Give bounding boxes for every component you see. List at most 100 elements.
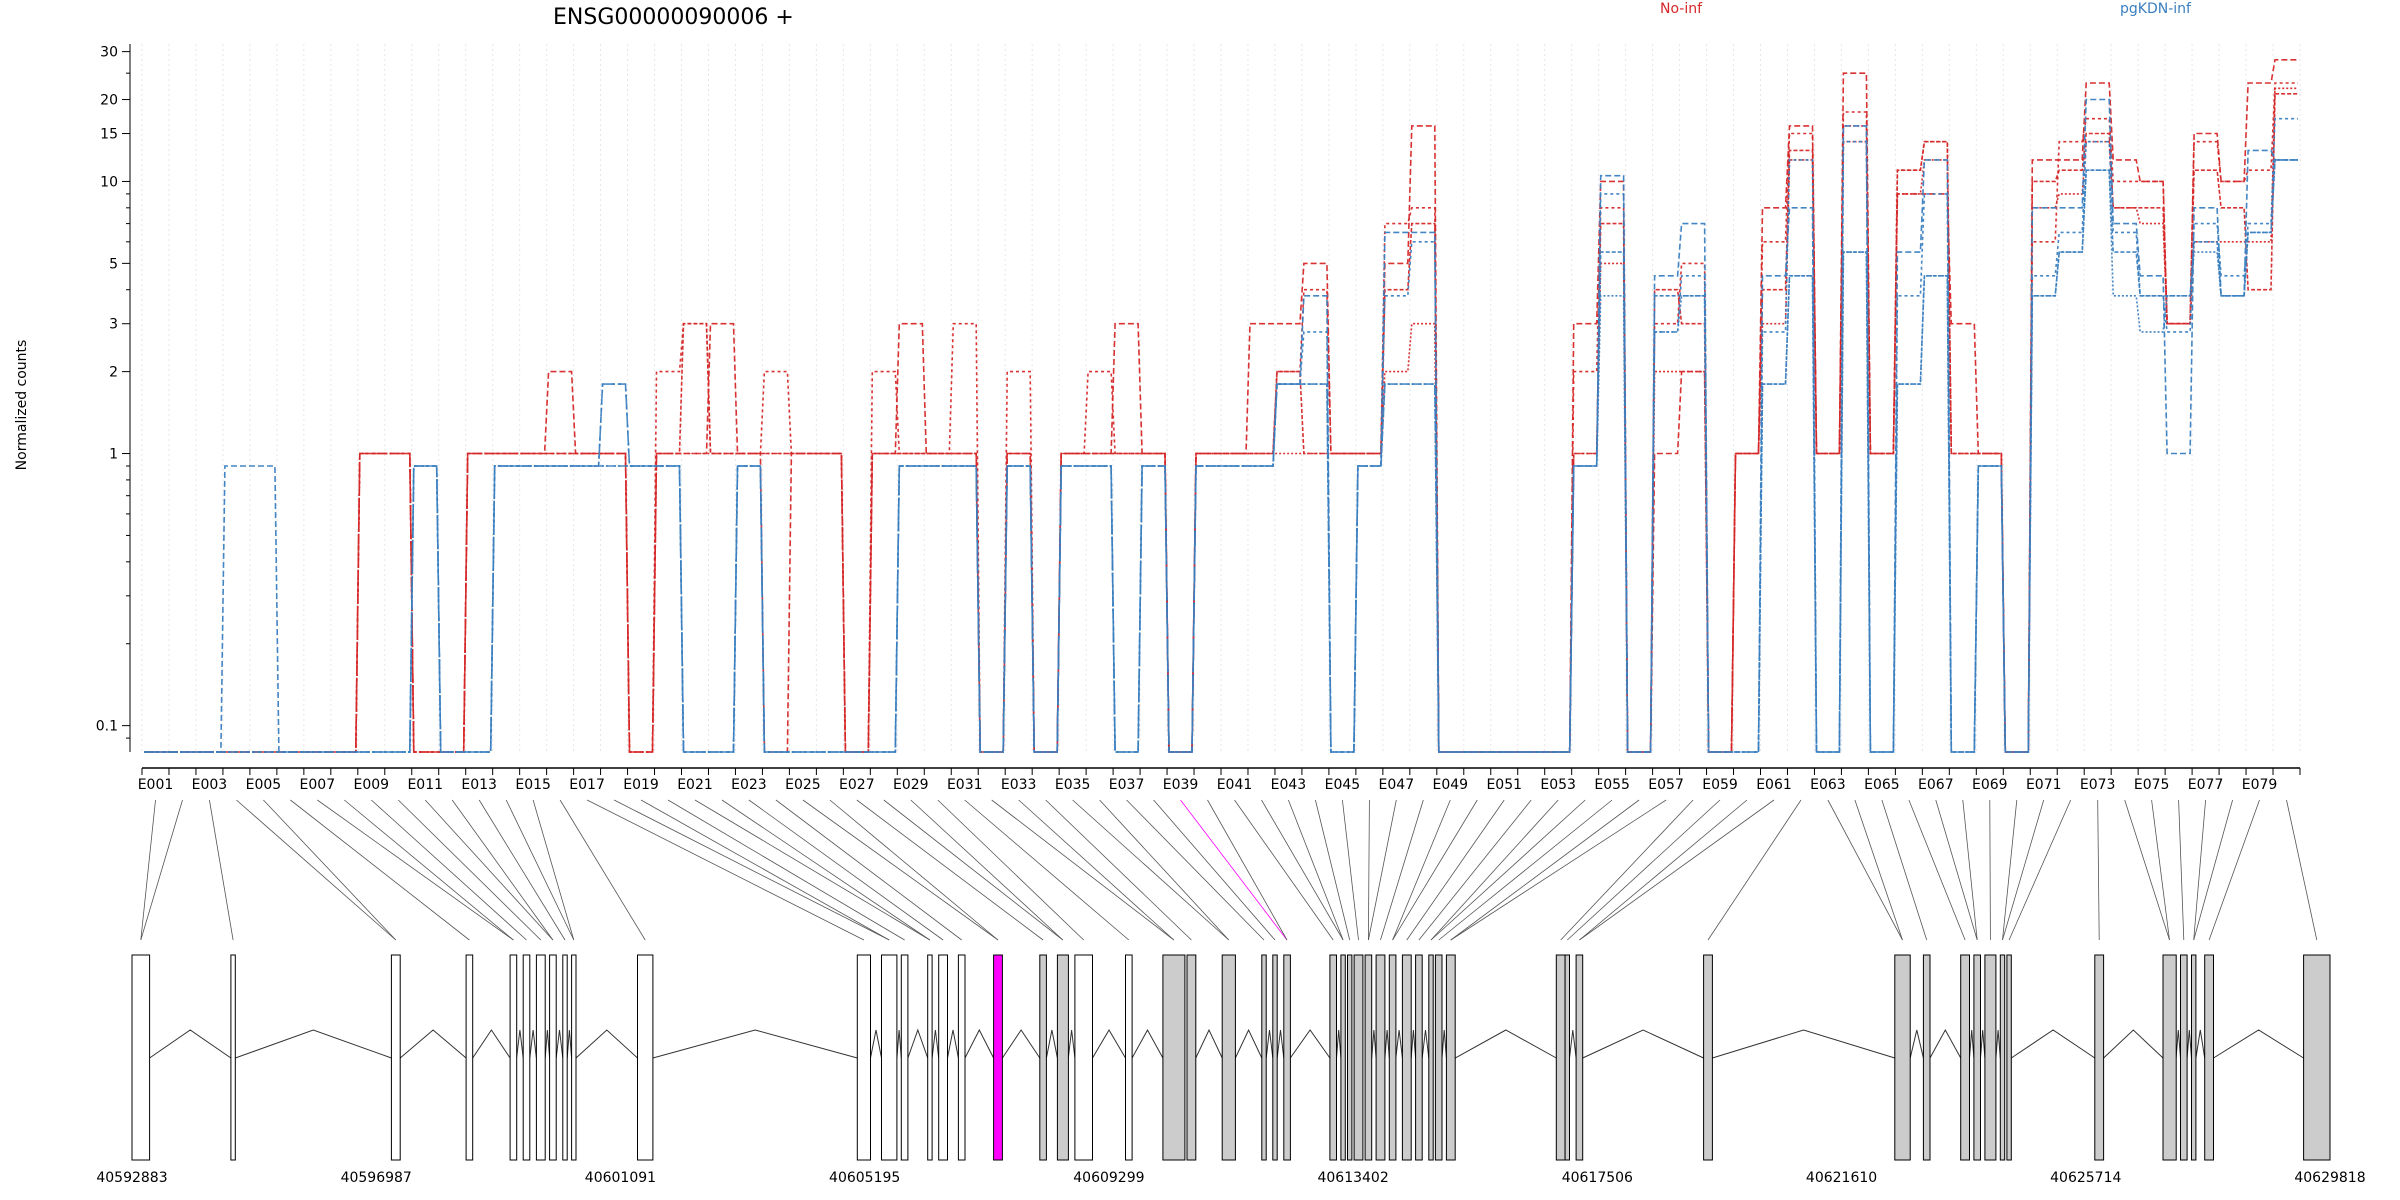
exon-box — [900, 954, 909, 1161]
exon-box — [2180, 954, 2188, 1161]
exon-connector — [1962, 799, 1978, 941]
exon-connector — [140, 799, 156, 941]
genomic-tick-label: 40625714 — [2050, 1170, 2121, 1186]
gene-model — [131, 954, 2331, 1161]
exon-label: E055 — [1594, 777, 1630, 793]
exon-box — [1039, 954, 1047, 1161]
exon-connector — [1579, 799, 1748, 941]
exon-connector — [1450, 799, 1667, 941]
genomic-tick-label: 40592883 — [96, 1170, 167, 1186]
exon-box — [1575, 954, 1584, 1161]
exon-box — [1703, 954, 1713, 1161]
exon-box — [1329, 954, 1338, 1161]
y-tick-label: 20 — [100, 93, 118, 109]
exon-label: E011 — [407, 777, 443, 793]
exon-connector — [1560, 799, 1694, 941]
exon-box — [1347, 954, 1353, 1161]
exon-label: E041 — [1217, 777, 1253, 793]
exon-connector — [371, 799, 527, 941]
exon-connector — [1234, 799, 1334, 941]
exon-label: E017 — [569, 777, 605, 793]
exon-connector — [2002, 799, 2018, 941]
exon-connector — [209, 799, 234, 941]
exon-label: E001 — [138, 777, 174, 793]
exon-box — [562, 954, 568, 1161]
exon-box — [1428, 954, 1434, 1161]
exon-label: E023 — [731, 777, 767, 793]
exon-connector — [1450, 799, 1640, 941]
exon-connector — [1045, 799, 1192, 941]
intron-lines — [149, 1028, 2304, 1059]
exon-connector — [1315, 799, 1351, 941]
exon-connector — [140, 799, 183, 941]
exon-connector — [398, 799, 542, 941]
exon-connector — [1072, 799, 1230, 941]
y-tick-label: 1 — [109, 447, 118, 463]
exon-connector — [2097, 799, 2100, 941]
exon-connector — [1153, 799, 1276, 941]
exon-label: E051 — [1486, 777, 1522, 793]
exon-box — [1261, 954, 1267, 1161]
exon-connector — [748, 799, 944, 941]
exon-box — [1960, 954, 1970, 1161]
exon-connector — [1430, 799, 1586, 941]
exon-box — [2303, 954, 2331, 1161]
exon-label: E007 — [300, 777, 336, 793]
y-tick-label: 3 — [109, 317, 118, 333]
exon-box — [1056, 954, 1069, 1161]
exon-connector — [1567, 799, 1721, 941]
series-line-8 — [144, 159, 2298, 753]
exon-connector — [1935, 799, 1978, 941]
exon-connector — [775, 799, 962, 941]
exon-label: E053 — [1540, 777, 1576, 793]
exon-connector — [532, 799, 575, 941]
exon-label: E035 — [1055, 777, 1091, 793]
exon-box — [1353, 954, 1364, 1161]
exon-box — [1445, 954, 1456, 1161]
exon-connector — [1392, 799, 1451, 941]
exon-connector — [2178, 799, 2185, 941]
exon-label: E021 — [677, 777, 713, 793]
exon-box — [1125, 954, 1133, 1161]
exon-connector — [478, 799, 566, 941]
genomic-tick-label: 40609299 — [1073, 1170, 1144, 1186]
exon-label: E005 — [246, 777, 282, 793]
exon-box — [637, 954, 654, 1161]
y-tick-label: 10 — [100, 174, 118, 190]
exon-connector — [1418, 799, 1532, 941]
exon-box — [571, 954, 577, 1161]
exon-box — [2204, 954, 2214, 1161]
exon-box — [1555, 954, 1566, 1161]
exon-box — [390, 954, 401, 1161]
genomic-tick-label: 40621610 — [1806, 1170, 1877, 1186]
y-tick-label: 0.1 — [96, 719, 118, 735]
exon-connector — [505, 799, 575, 941]
exon-box — [1564, 954, 1570, 1161]
exon-box — [1415, 954, 1423, 1161]
exon-connector — [1018, 799, 1175, 941]
exon-label: E013 — [461, 777, 497, 793]
exon-connector — [613, 799, 890, 941]
exon-box — [1388, 954, 1397, 1161]
exon-label: E069 — [1972, 777, 2008, 793]
exon-label: E025 — [785, 777, 821, 793]
exon-connector — [1430, 799, 1559, 941]
exon-connector — [667, 799, 905, 941]
exon-label: E075 — [2134, 777, 2170, 793]
exon-connector — [317, 799, 514, 941]
y-tick-label: 30 — [100, 45, 118, 61]
exon-connector — [829, 799, 999, 941]
genomic-tick-label: 40601091 — [585, 1170, 656, 1186]
exon-connector — [856, 799, 1044, 941]
exon-axis: E001 E003 E005 E007 E009 E011 E013 E015 E017 E019… — [138, 767, 2301, 793]
exon-box — [522, 954, 531, 1161]
exon-box — [2162, 954, 2177, 1161]
exon-box — [2094, 954, 2105, 1161]
exon-connector — [586, 799, 865, 941]
genomic-tick-label: 40617506 — [1562, 1170, 1633, 1186]
exon-connector — [1392, 799, 1478, 941]
exon-connector — [802, 799, 999, 941]
exon-label: E071 — [2026, 777, 2062, 793]
exon-connector — [1908, 799, 1966, 941]
exon-label: E043 — [1271, 777, 1307, 793]
